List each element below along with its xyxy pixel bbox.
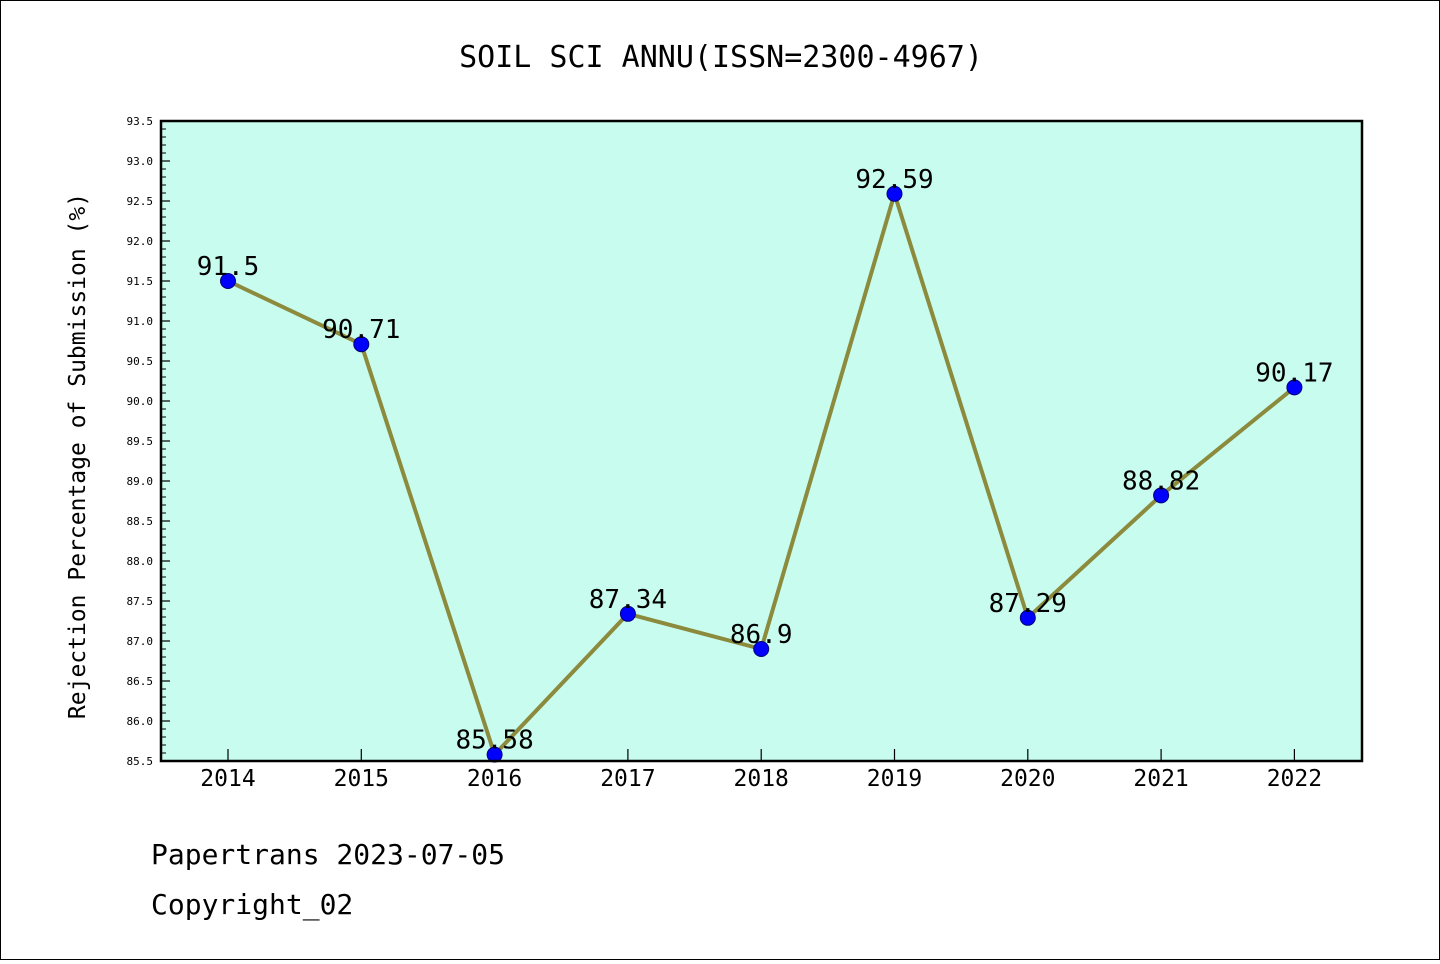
data-labels: 91.5 90.71 85.58 87.34 86.9 92.59 87.29 88.82 90… (197, 165, 1334, 756)
x-tick-label: 2020 (1000, 766, 1055, 792)
y-tick-label: 88.0 (127, 555, 154, 568)
y-tick-label: 91.5 (127, 275, 154, 288)
footer-copyright: Copyright_02 (151, 888, 353, 922)
data-markers (220, 185, 1303, 763)
y-axis-label: Rejection Percentage of Submission (%) (65, 193, 91, 719)
data-label: 88.82 (1122, 466, 1200, 496)
x-axis: 2014 2015 2016 2017 2018 2019 2020 2021 2022 (200, 749, 1322, 792)
data-point (353, 336, 370, 353)
data-point (753, 641, 770, 657)
data-label: 92.59 (855, 165, 933, 195)
x-tick-label: 2014 (200, 766, 255, 792)
x-tick-label: 2018 (734, 766, 789, 792)
y-tick-label: 93.0 (127, 155, 154, 168)
y-tick-label: 92.5 (127, 195, 154, 208)
x-tick-label: 2017 (600, 766, 655, 792)
y-tick-label: 89.5 (127, 435, 154, 448)
x-tick-label: 2015 (334, 766, 389, 792)
y-tick-label: 86.5 (127, 675, 154, 688)
x-tick-label: 2022 (1267, 766, 1322, 792)
y-tick-label: 91.0 (127, 315, 154, 328)
data-label: 86.9 (730, 620, 793, 650)
x-tick-label: 2021 (1133, 766, 1188, 792)
data-point (1153, 487, 1170, 504)
data-label: 87.29 (989, 589, 1067, 619)
data-label: 87.34 (589, 585, 667, 615)
data-point (1019, 609, 1036, 626)
data-point (1286, 379, 1303, 396)
y-tick-label: 93.5 (127, 115, 154, 128)
y-tick-label: 89.0 (127, 475, 154, 488)
data-label: 90.71 (322, 315, 400, 345)
data-point (220, 273, 236, 289)
data-point (886, 185, 903, 202)
y-tick-label: 88.5 (127, 515, 154, 528)
data-label: 91.5 (197, 252, 260, 282)
y-tick-label: 86.0 (127, 715, 154, 728)
y-tick-label: 90.0 (127, 395, 154, 408)
data-point (619, 605, 636, 622)
plot-border (159, 119, 1364, 763)
x-tick-label: 2019 (867, 766, 922, 792)
y-tick-label: 87.0 (127, 635, 154, 648)
y-tick-label: 87.5 (127, 595, 154, 608)
data-label: 90.17 (1255, 358, 1333, 388)
x-tick-label: 2016 (467, 766, 522, 792)
data-label: 85.58 (455, 726, 533, 756)
chart-title: SOIL SCI ANNU(ISSN=2300-4967) (459, 40, 983, 75)
footer-date: Papertrans 2023-07-05 (151, 838, 505, 871)
y-tick-label: 92.0 (127, 235, 154, 248)
y-tick-label: 90.5 (127, 355, 154, 368)
y-tick-label: 85.5 (127, 755, 154, 768)
plot-area (161, 121, 1362, 761)
